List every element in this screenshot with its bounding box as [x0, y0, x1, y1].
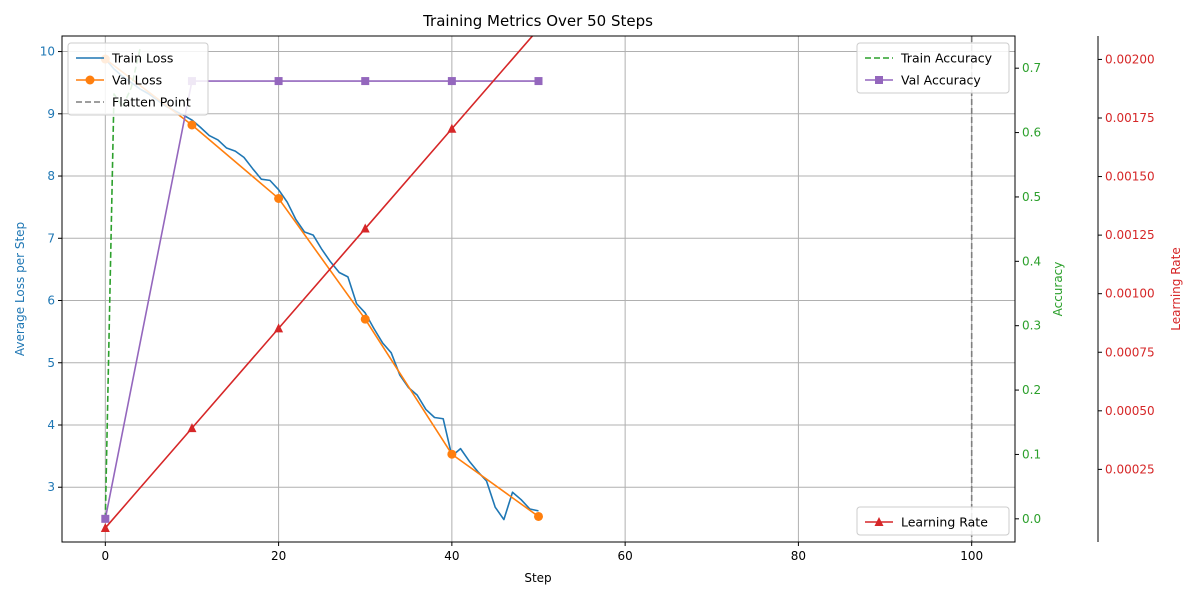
train-loss-line — [104, 58, 539, 521]
series-layer — [100, 36, 973, 542]
legend-frame — [856, 42, 1010, 94]
loss-tick-label: 10 — [40, 45, 55, 59]
learning-rate-point — [187, 423, 197, 433]
loss-tick-label: 7 — [47, 231, 55, 245]
lr-tick-label: 0.00050 — [1105, 404, 1155, 418]
val-accuracy-point — [534, 77, 543, 86]
plot-frame — [61, 35, 1016, 543]
loss-tick-label: 6 — [47, 294, 55, 308]
loss-tick-label: 3 — [47, 480, 55, 494]
accuracy-axis-label: Accuracy — [1051, 262, 1065, 317]
learning-rate-point — [447, 123, 457, 133]
val-loss-point — [187, 120, 197, 130]
lr-tick-label: 0.00200 — [1105, 52, 1155, 66]
val-accuracy-point — [101, 514, 110, 523]
accuracy-tick-label: 0.3 — [1022, 319, 1041, 333]
legends: Train Loss Val Loss Flatten Point Train Acc… — [67, 42, 1010, 536]
loss-tick-label: 8 — [47, 169, 55, 183]
lr-tick-label: 0.00075 — [1105, 345, 1155, 359]
legend-top-right: Train Accuracy Val Accuracy — [856, 42, 1010, 94]
x-tick-label: 80 — [791, 549, 806, 563]
legend-top-left: Train Loss Val Loss Flatten Point — [67, 42, 209, 116]
x-tick-label: 40 — [444, 549, 459, 563]
val-loss-point — [447, 449, 457, 459]
val-loss-point — [274, 193, 284, 203]
loss-tick-label: 5 — [47, 356, 55, 370]
legend-marker — [874, 517, 884, 526]
accuracy-tick-label: 0.2 — [1022, 383, 1041, 397]
learning-rate-point — [274, 323, 284, 333]
x-axis-label: Step — [524, 571, 551, 585]
val-loss-point — [534, 511, 543, 521]
lr-tick-label: 0.00175 — [1105, 111, 1155, 125]
loss-tick-label: 4 — [47, 418, 55, 432]
legend-label: Val Accuracy — [901, 73, 981, 88]
accuracy-tick-label: 0.0 — [1022, 512, 1041, 526]
accuracy-tick-label: 0.1 — [1022, 447, 1041, 461]
accuracy-tick-label: 0.7 — [1022, 61, 1041, 75]
val-accuracy-point — [274, 77, 283, 86]
legend-label: Flatten Point — [112, 95, 191, 110]
legend-label: Train Accuracy — [900, 51, 993, 66]
lr-tick-label: 0.00150 — [1105, 170, 1155, 184]
loss-tick-label: 9 — [47, 107, 55, 121]
x-tick-label: 100 — [960, 549, 983, 563]
learning-rate-line — [104, 36, 534, 529]
legend-frame — [856, 506, 1010, 536]
axes: 0 20 40 60 80 100 3 4 5 6 7 8 9 10 0.0 0.1 0.2 0.3 0.4 0.5 0… — [40, 36, 1155, 563]
val-loss-line — [104, 58, 539, 518]
accuracy-tick-label: 0.6 — [1022, 126, 1041, 140]
val-accuracy-point — [361, 77, 370, 86]
legend-label: Train Loss — [111, 51, 173, 66]
x-tick-label: 0 — [101, 549, 109, 563]
accuracy-tick-label: 0.5 — [1022, 190, 1041, 204]
x-tick-label: 60 — [617, 549, 632, 563]
val-accuracy-line — [104, 80, 539, 519]
lr-axis-label: Learning Rate — [1169, 247, 1183, 330]
val-loss-point — [360, 314, 370, 324]
legend-label: Val Loss — [112, 73, 162, 88]
legend-frame — [67, 42, 209, 116]
legend-marker — [85, 75, 95, 85]
legend-label: Learning Rate — [901, 515, 988, 530]
learning-rate-point — [100, 522, 110, 532]
lr-tick-label: 0.00025 — [1105, 462, 1155, 476]
learning-rate-point — [360, 223, 370, 233]
accuracy-tick-label: 0.4 — [1022, 254, 1041, 268]
x-tick-label: 20 — [271, 549, 286, 563]
train-accuracy-line — [104, 48, 141, 519]
lr-tick-label: 0.00100 — [1105, 287, 1155, 301]
lr-tick-label: 0.00125 — [1105, 228, 1155, 242]
legend-bottom-right: Learning Rate — [856, 506, 1010, 536]
val-accuracy-point — [447, 77, 456, 86]
legend-marker — [875, 76, 883, 84]
loss-axis-label: Average Loss per Step — [13, 222, 27, 356]
chart-title: Training Metrics Over 50 Steps — [422, 12, 653, 30]
